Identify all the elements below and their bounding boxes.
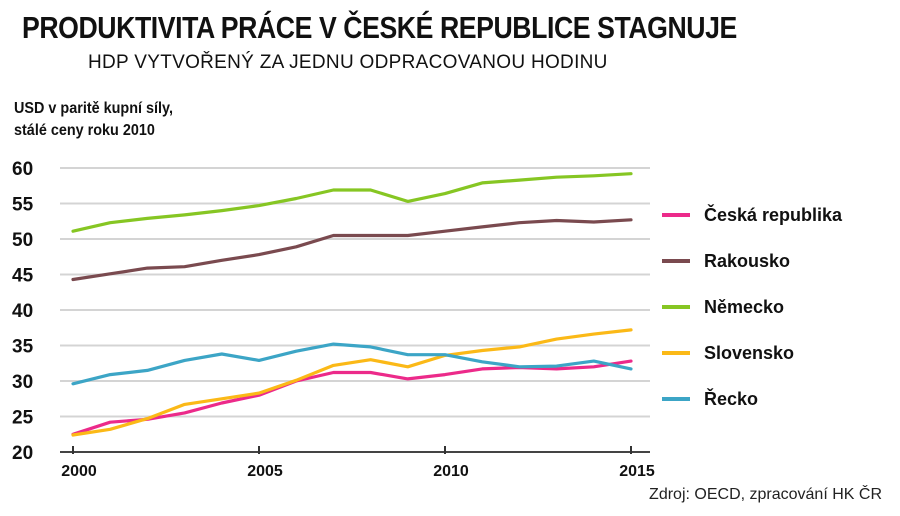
series-line-řecko (71, 342, 633, 386)
x-tick-label: 2000 (61, 463, 97, 480)
y-axis-label-line1: USD v paritě kupní síly, (14, 100, 173, 117)
y-tick-label: 50 (12, 230, 33, 251)
y-tick-label: 40 (12, 301, 33, 322)
y-tick-label: 35 (12, 337, 34, 358)
y-tick-label: 30 (12, 372, 33, 393)
source-note: Zdroj: OECD, zpracování HK ČR (649, 486, 882, 503)
legend-label: Slovensko (704, 343, 794, 363)
legend-label: Německo (704, 297, 784, 317)
legend: Česká republika Rakousko Německo Slovensko Ř… (662, 204, 843, 409)
y-axis-label-line2: stálé ceny roku 2010 (14, 122, 155, 139)
y-axis-label: USD v paritě kupní síly, stálé ceny roku… (14, 98, 173, 142)
x-tick-label: 2010 (433, 463, 469, 480)
legend-label: Česká republika (704, 204, 843, 225)
series-line-česká-republika (71, 359, 633, 436)
y-tick-label: 60 (12, 159, 33, 180)
x-tick-label: 2015 (619, 463, 655, 480)
y-tick-label: 20 (12, 443, 33, 464)
series-line-německo (71, 172, 633, 233)
series-lines (71, 172, 633, 437)
chart-subtitle: HDP VYTVOŘENÝ ZA JEDNU ODPRACOVANOU HODI… (88, 52, 608, 73)
gridlines (60, 167, 650, 418)
y-tick-label: 25 (12, 408, 34, 429)
y-tick-label: 55 (12, 195, 34, 216)
legend-label: Řecko (704, 388, 758, 409)
x-axis: 2000 2005 2010 2015 (60, 446, 655, 480)
series-line-rakousko (71, 218, 633, 282)
chart-title: PRODUKTIVITA PRÁCE V ČESKÉ REPUBLICE STA… (22, 10, 737, 45)
y-tick-label: 45 (12, 266, 34, 287)
y-tick-labels: 20 25 30 35 40 45 50 55 60 (12, 159, 34, 464)
series-line-slovensko (71, 328, 633, 437)
legend-label: Rakousko (704, 251, 790, 271)
x-tick-label: 2005 (247, 463, 283, 480)
